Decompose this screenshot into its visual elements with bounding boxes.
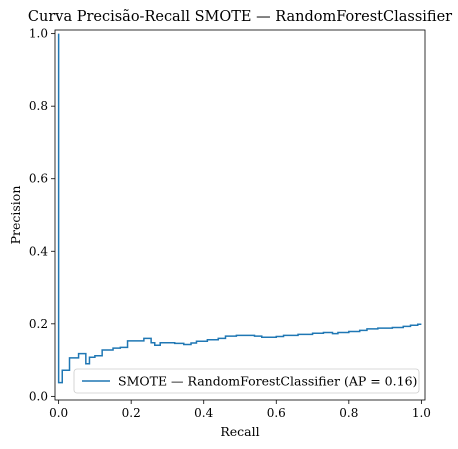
y-tick-label-0: 0.0 — [29, 389, 48, 403]
x-tick-label-5: 1.0 — [412, 406, 431, 420]
x-tick-label-4: 0.8 — [339, 406, 358, 420]
y-tick-label-5: 1.0 — [29, 27, 48, 41]
y-tick-label-4: 0.8 — [29, 99, 48, 113]
axes-frame — [54, 29, 426, 401]
x-tick-label-1: 0.2 — [122, 406, 141, 420]
x-tick-label-0: 0.0 — [49, 406, 68, 420]
x-axis-label: Recall — [220, 424, 259, 439]
y-tick-label-1: 0.2 — [29, 317, 48, 331]
legend-label: SMOTE — RandomForestClassifier (AP = 0.1… — [118, 374, 417, 389]
y-tick-label-3: 0.6 — [29, 172, 48, 186]
x-tick-label-2: 0.4 — [194, 406, 213, 420]
x-tick-label-3: 0.6 — [267, 406, 286, 420]
y-tick-label-2: 0.4 — [29, 244, 48, 258]
chart-title: Curva Precisão-Recall SMOTE — RandomFore… — [28, 9, 452, 25]
y-axis-label: Precision — [8, 186, 23, 245]
series-line-0 — [57, 33, 422, 384]
legend-box — [73, 368, 420, 394]
plot-area: 0.0 0.2 0.4 0.6 0.8 1.0 0.0 0.2 0.4 0.6 0.8 1.0 SMOT… — [29, 27, 431, 420]
